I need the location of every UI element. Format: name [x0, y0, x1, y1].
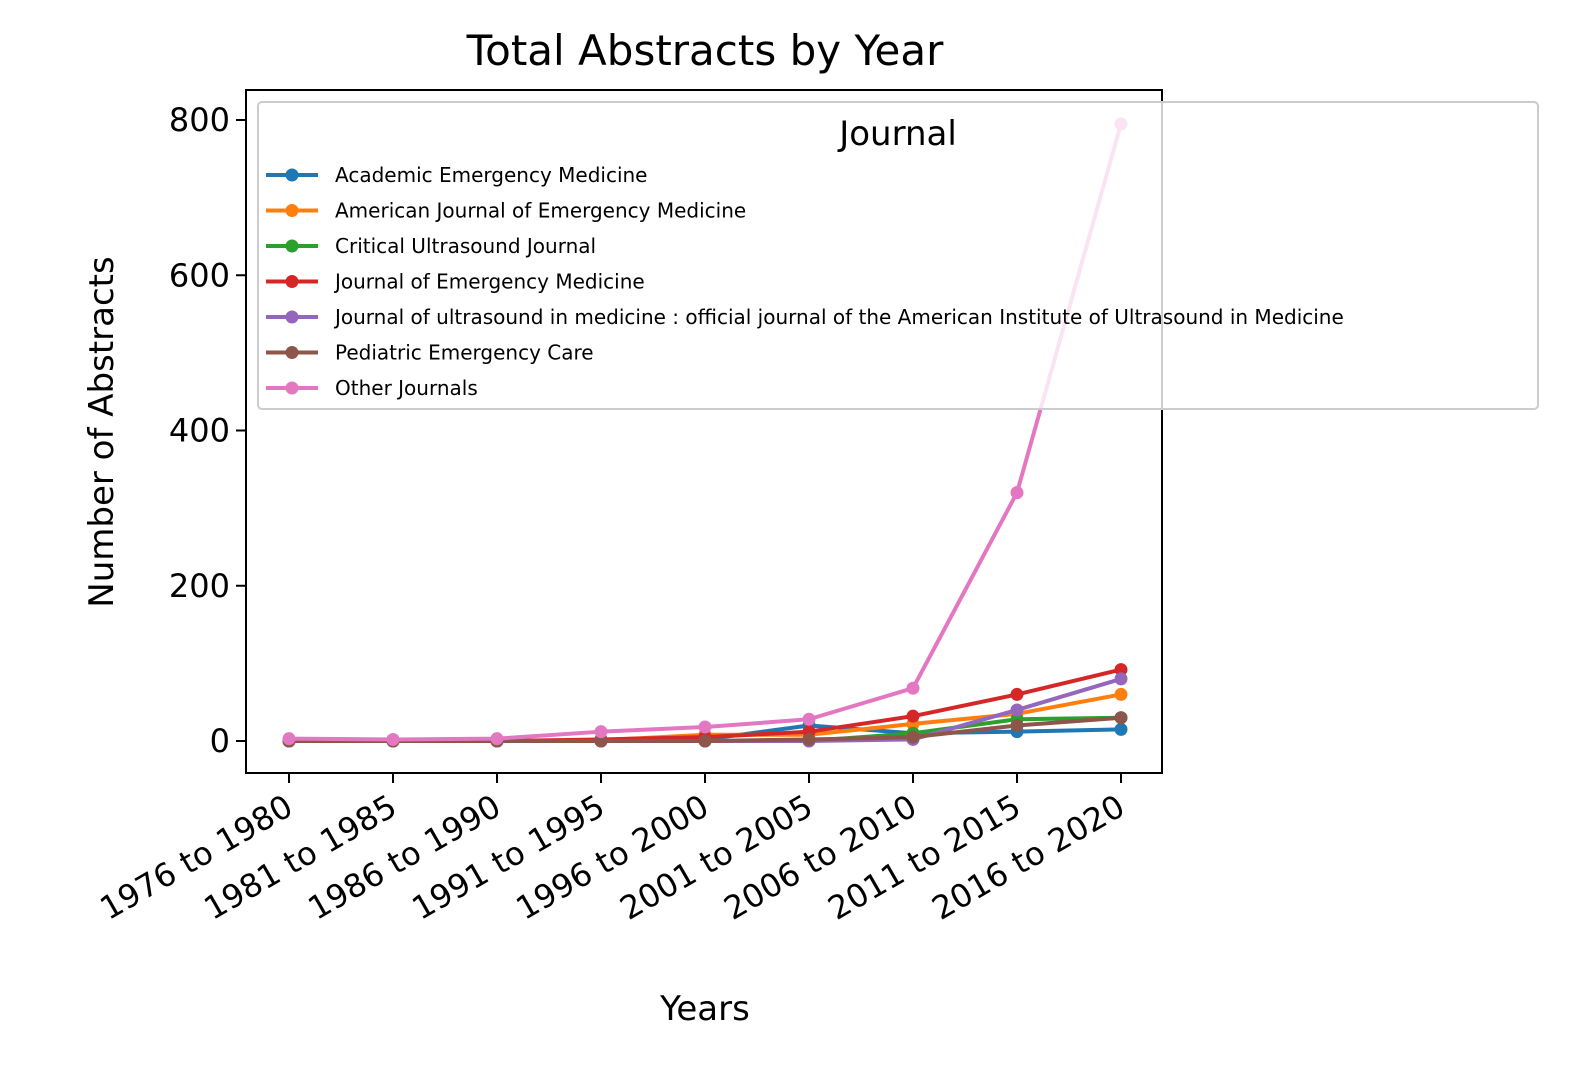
y-tick-label: 400: [169, 412, 230, 450]
data-point: [906, 730, 920, 744]
y-tick-label: 0: [210, 722, 230, 760]
legend-entry: Pediatric Emergency Care: [335, 341, 594, 365]
legend-box: [257, 101, 1539, 410]
data-point: [1010, 687, 1024, 701]
legend-title: Journal: [837, 114, 957, 154]
data-point: [282, 732, 296, 746]
legend: Journal Academic Emergency Medicine Ameri…: [257, 101, 1539, 410]
data-point: [1114, 672, 1128, 686]
legend-marker: [285, 381, 299, 395]
data-point: [1114, 722, 1128, 736]
data-point: [386, 732, 400, 746]
data-point: [1114, 687, 1128, 701]
data-point: [594, 725, 608, 739]
data-point: [1114, 663, 1128, 677]
legend-marker: [285, 275, 299, 288]
chart-title: Total Abstracts by Year: [466, 26, 944, 75]
legend-marker: [285, 239, 299, 253]
data-point: [906, 681, 920, 695]
legend-entry: Other Journals: [335, 376, 478, 400]
data-point: [1114, 711, 1128, 725]
data-point: [1010, 718, 1024, 732]
legend-entry: American Journal of Emergency Medicine: [335, 199, 746, 223]
legend-entry: Journal of ultrasound in medicine : offi…: [333, 305, 1344, 329]
data-point: [1010, 703, 1024, 717]
legend-marker: [285, 168, 299, 182]
legend-entry: Journal of Emergency Medicine: [333, 270, 645, 294]
y-tick-label: 200: [169, 567, 230, 605]
data-point: [802, 732, 816, 746]
legend-marker: [285, 204, 299, 217]
y-tick-label: 800: [169, 101, 230, 139]
data-point: [490, 732, 504, 746]
data-point: [906, 709, 920, 723]
legend-marker: [285, 310, 299, 324]
data-point: [698, 720, 712, 734]
data-point: [802, 712, 816, 726]
data-point: [1010, 486, 1024, 500]
x-axis-label: Years: [659, 989, 750, 1029]
y-tick-label: 600: [169, 256, 230, 294]
legend-marker: [285, 346, 299, 359]
y-axis-label: Number of Abstracts: [82, 256, 122, 607]
data-point: [698, 734, 712, 748]
legend-entry: Critical Ultrasound Journal: [335, 234, 596, 258]
data-point: [594, 734, 608, 748]
legend-entry: Academic Emergency Medicine: [335, 163, 647, 187]
